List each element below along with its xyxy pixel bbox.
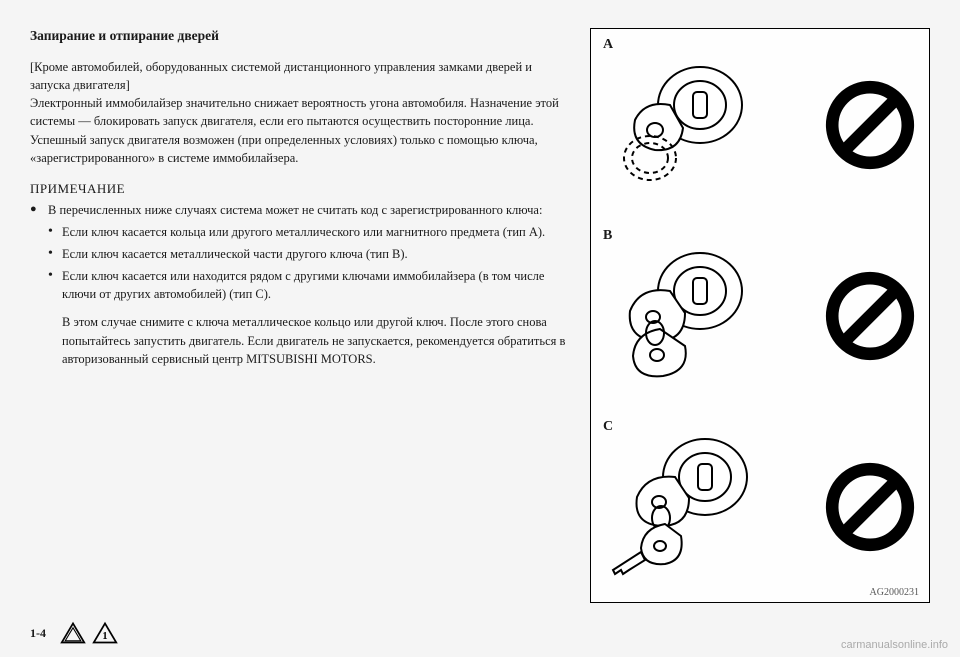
note-lead: В перечисленных ниже случаях система мож… bbox=[48, 201, 570, 304]
section-title: Запирание и отпирание дверей bbox=[30, 28, 570, 44]
note-heading: ПРИМЕЧАНИЕ bbox=[30, 181, 570, 197]
illustration-row-c: C bbox=[591, 411, 929, 602]
prohibit-icon bbox=[825, 80, 915, 170]
key-figure-b bbox=[605, 241, 775, 391]
intro-paragraph: [Кроме автомобилей, оборудованных систем… bbox=[30, 58, 570, 167]
svg-text:1: 1 bbox=[102, 631, 107, 642]
page-footer: 1-4 1 bbox=[30, 621, 930, 645]
illus-label-b: B bbox=[603, 228, 612, 244]
triangle-icon bbox=[60, 621, 86, 645]
illustration-row-b: B bbox=[591, 220, 929, 411]
note-paragraph: В этом случае снимите с ключа металличес… bbox=[30, 313, 570, 367]
triangle-1-icon: 1 bbox=[92, 621, 118, 645]
key-figure-c bbox=[605, 432, 775, 582]
illus-label-c: C bbox=[603, 419, 613, 435]
note-item: Если ключ касается металлической части д… bbox=[62, 245, 570, 263]
note-lead-text: В перечисленных ниже случаях система мож… bbox=[48, 203, 542, 217]
prohibit-icon bbox=[825, 462, 915, 552]
illustration-row-a: A bbox=[591, 29, 929, 220]
note-item: Если ключ касается кольца или другого ме… bbox=[62, 223, 570, 241]
page-number: 1-4 bbox=[30, 626, 46, 641]
prohibit-icon bbox=[825, 271, 915, 361]
text-column: Запирание и отпирание дверей [Кроме авто… bbox=[30, 28, 570, 600]
illus-label-a: A bbox=[603, 37, 613, 53]
illustration-panel: A bbox=[590, 28, 930, 603]
note-item: Если ключ касается или находится рядом с… bbox=[62, 267, 570, 303]
watermark: carmanualsonline.info bbox=[841, 639, 948, 651]
key-figure-a bbox=[605, 50, 775, 200]
footer-icons: 1 bbox=[60, 621, 118, 645]
figure-code: AG2000231 bbox=[870, 587, 919, 598]
